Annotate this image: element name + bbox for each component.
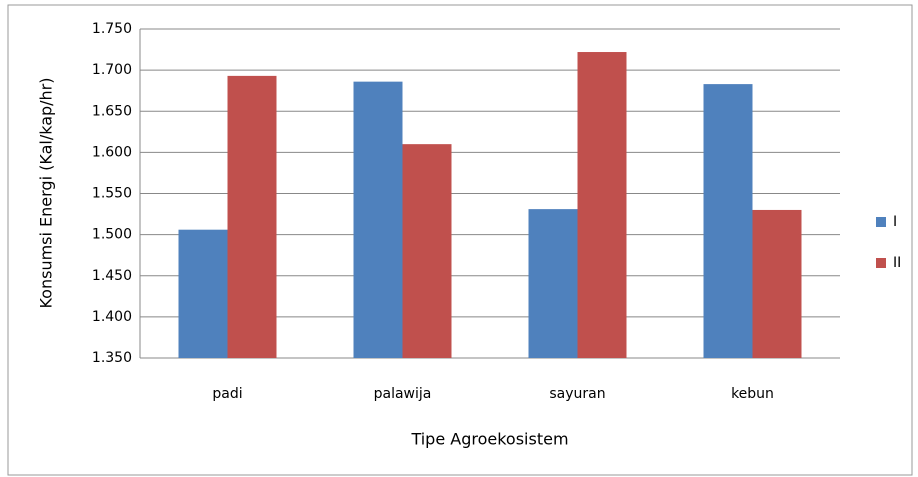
y-tick-label: 1.750 xyxy=(92,21,132,37)
x-tick-label: kebun xyxy=(731,386,774,402)
y-tick-label: 1.350 xyxy=(92,350,132,366)
x-axis-title: Tipe Agroekosistem xyxy=(410,430,568,449)
bar xyxy=(703,84,753,359)
bar xyxy=(353,81,403,358)
y-tick-label: 1.700 xyxy=(92,62,132,78)
legend-swatch xyxy=(876,217,886,227)
bar xyxy=(577,52,627,358)
y-tick-label: 1.650 xyxy=(92,103,132,119)
y-axis-title: Konsumsi Energi (Kal/kap/hr) xyxy=(37,77,56,308)
legend-swatch xyxy=(876,258,886,268)
bar xyxy=(402,144,452,358)
legend-label: II xyxy=(893,255,901,271)
bar xyxy=(528,209,578,358)
x-tick-label: palawija xyxy=(374,386,432,402)
y-tick-label: 1.400 xyxy=(92,309,132,325)
x-tick-label: sayuran xyxy=(549,386,605,402)
bar xyxy=(227,75,277,358)
y-tick-label: 1.550 xyxy=(92,186,132,202)
legend-label: I xyxy=(893,214,897,230)
bar xyxy=(178,229,228,358)
y-tick-label: 1.500 xyxy=(92,227,132,243)
x-tick-label: padi xyxy=(212,386,242,402)
bar xyxy=(752,209,802,358)
y-tick-label: 1.600 xyxy=(92,144,132,160)
y-tick-label: 1.450 xyxy=(92,268,132,284)
